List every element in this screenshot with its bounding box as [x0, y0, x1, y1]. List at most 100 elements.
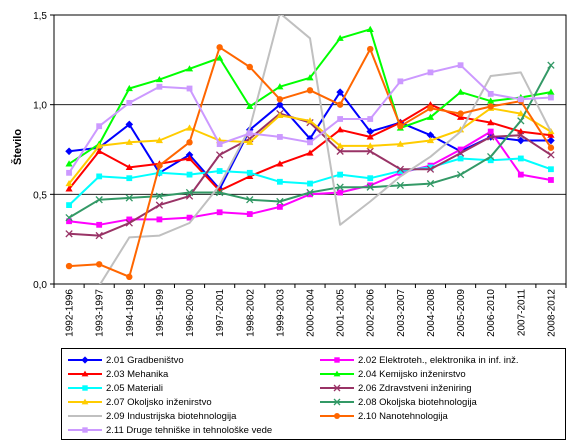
marker-stroke: [95, 196, 103, 204]
data-point: [125, 219, 133, 227]
data-point: [186, 214, 193, 221]
data-point: [95, 196, 103, 204]
y-tick-label: 0,0: [33, 280, 47, 291]
data-point: [306, 188, 314, 197]
data-point: [306, 74, 314, 81]
data-point: [456, 149, 465, 157]
data-point: [246, 130, 253, 137]
x-tick-label: 2001-2005: [336, 289, 347, 337]
data-point: [185, 188, 194, 197]
data-point: [246, 169, 253, 176]
marker-stroke: [426, 179, 435, 188]
data-point: [548, 94, 554, 101]
legend-swatch: [68, 370, 102, 377]
data-point: [517, 171, 524, 178]
marker-stroke: [215, 151, 224, 159]
chart-canvas: Število 0,0 0,5 1,0 1,5 1992-1996 1993-1997 19…: [11, 11, 567, 337]
data-point: [66, 202, 72, 208]
y-tick-label: 1,0: [33, 101, 47, 112]
legend-swatch: [68, 356, 102, 364]
data-point: [95, 231, 103, 240]
data-point: [366, 147, 374, 155]
data-point: [186, 85, 193, 92]
data-point: [216, 44, 223, 51]
data-point: [246, 138, 254, 145]
data-point: [246, 63, 253, 71]
legend-label: 2.05 Materiali: [106, 382, 164, 394]
data-point: [547, 136, 555, 145]
data-point: [125, 138, 133, 145]
data-point: [126, 175, 133, 182]
data-point: [95, 261, 103, 268]
legend-swatch-marker: [334, 357, 340, 363]
legend-swatch: [320, 413, 354, 419]
data-point: [547, 144, 555, 151]
data-point: [487, 133, 495, 141]
data-point: [336, 126, 344, 133]
data-point: [336, 34, 344, 41]
data-point: [276, 83, 284, 90]
x-tick-label: 2005-2009: [456, 289, 467, 337]
series-line: [99, 15, 552, 284]
legend: 2.01 Gradbeništvo 2.02 Elektroteh., elekt…: [61, 348, 566, 440]
marker-stroke: [125, 219, 133, 227]
x-tick-label: 1998-2002: [245, 289, 256, 337]
marker-stroke: [306, 188, 314, 197]
legend-swatch: [320, 357, 354, 363]
data-point: [426, 113, 435, 120]
data-point: [246, 211, 253, 217]
marker-stroke: [65, 213, 73, 222]
legend-swatch-marker: [333, 370, 341, 377]
legend-swatch-marker: [333, 384, 341, 392]
data-point: [457, 110, 464, 117]
data-point: [65, 160, 73, 167]
marker-stroke: [366, 183, 374, 191]
data-point: [517, 155, 524, 162]
marker-stroke: [336, 147, 344, 155]
marker-stroke: [396, 165, 405, 173]
series-5: [66, 155, 554, 208]
data-point: [336, 88, 344, 96]
data-point: [156, 216, 163, 223]
data-point: [426, 136, 435, 144]
data-point: [276, 100, 284, 109]
data-point: [517, 131, 525, 139]
legend-swatch-marker: [333, 398, 341, 406]
data-point: [337, 189, 344, 196]
data-point: [487, 128, 494, 135]
plot-area: 0,0 0,5 1,0 1,5 1992-1996 1993-1997 1994-1998 1…: [33, 11, 567, 337]
data-point: [276, 197, 284, 206]
x-tick-label: 2008-2012: [546, 289, 557, 337]
marker-stroke: [155, 201, 164, 209]
data-point: [397, 122, 404, 130]
legend-swatch-marker: [82, 385, 88, 391]
legend-label: 2.08 Okoljska biotehnologija: [358, 396, 477, 408]
data-point: [367, 45, 374, 53]
series-9: [99, 15, 552, 284]
data-point: [548, 166, 554, 173]
data-point: [65, 213, 73, 222]
data-point: [307, 191, 313, 198]
legend-label: 2.07 Okoljsko inženirstvo: [106, 396, 212, 408]
data-point: [125, 120, 134, 129]
data-point: [306, 117, 314, 124]
marker-stroke: [155, 192, 164, 200]
data-point: [307, 139, 313, 146]
data-point: [246, 102, 254, 110]
data-point: [336, 183, 344, 191]
data-point: [126, 216, 133, 223]
marker-stroke: [547, 61, 555, 69]
data-point: [156, 162, 163, 169]
legend-item: 2.07 Okoljsko inženirstvo: [66, 395, 212, 409]
marker-stroke: [456, 149, 465, 157]
legend-swatch-marker: [82, 427, 88, 433]
data-point: [487, 157, 494, 164]
legend-swatch-marker: [81, 356, 89, 364]
marker-stroke: [276, 197, 284, 206]
data-point: [276, 160, 284, 167]
data-point: [548, 177, 554, 183]
data-point: [96, 123, 103, 130]
data-point: [487, 153, 495, 161]
y-tick-label: 0,5: [33, 190, 47, 201]
data-point: [366, 127, 375, 136]
